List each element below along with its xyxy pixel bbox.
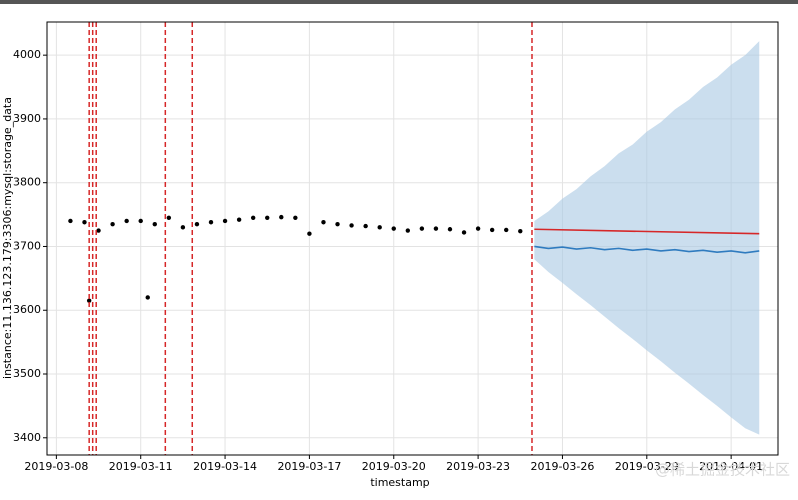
data-point bbox=[349, 223, 354, 228]
x-tick-label: 2019-03-23 bbox=[446, 460, 510, 473]
x-tick-label: 2019-03-29 bbox=[615, 460, 679, 473]
x-tick-label: 2019-03-26 bbox=[530, 460, 594, 473]
data-point bbox=[363, 223, 368, 229]
data-point bbox=[96, 228, 101, 233]
data-point bbox=[447, 227, 453, 232]
data-point bbox=[504, 227, 509, 233]
data-point bbox=[489, 227, 495, 233]
x-tick-label: 2019-03-17 bbox=[277, 460, 341, 473]
data-point bbox=[377, 225, 382, 230]
data-point bbox=[265, 215, 270, 220]
y-tick-label: 3600 bbox=[13, 303, 41, 316]
x-tick-label: 2019-03-20 bbox=[362, 460, 426, 473]
data-point bbox=[335, 221, 340, 227]
x-axis-label: timestamp bbox=[370, 476, 429, 489]
data-point bbox=[152, 221, 157, 227]
data-point bbox=[86, 298, 92, 303]
plot-frame bbox=[46, 21, 779, 456]
data-point bbox=[279, 214, 284, 220]
x-tick-label: 2019-03-08 bbox=[24, 460, 88, 473]
y-tick-label: 3700 bbox=[13, 239, 41, 252]
data-point bbox=[68, 218, 73, 224]
series-line bbox=[534, 228, 760, 235]
data-point bbox=[419, 226, 425, 231]
x-tick-label: 2019-04-01 bbox=[699, 460, 763, 473]
data-point bbox=[250, 215, 256, 220]
uncertainty-band bbox=[534, 41, 760, 435]
data-point bbox=[518, 228, 523, 234]
y-tick-label: 3500 bbox=[13, 367, 41, 380]
data-point bbox=[433, 226, 439, 231]
x-tick-label: 2019-03-11 bbox=[109, 460, 173, 473]
y-tick-label: 3900 bbox=[13, 112, 41, 125]
data-point bbox=[475, 226, 481, 231]
data-point bbox=[166, 215, 172, 220]
data-point bbox=[194, 221, 200, 227]
data-point bbox=[145, 295, 150, 300]
data-point bbox=[321, 220, 326, 225]
data-point bbox=[391, 226, 396, 231]
data-point bbox=[124, 218, 129, 224]
data-point bbox=[110, 221, 115, 227]
data-point bbox=[222, 218, 228, 224]
y-tick-label: 3800 bbox=[13, 176, 41, 189]
watermark: @稀土掘金技术社区 bbox=[655, 461, 790, 479]
y-tick-label: 3400 bbox=[13, 431, 41, 444]
data-point bbox=[82, 220, 87, 225]
top-bar bbox=[0, 0, 798, 4]
data-point bbox=[293, 215, 298, 220]
data-point bbox=[405, 228, 411, 233]
data-point bbox=[180, 225, 186, 230]
data-point bbox=[208, 220, 214, 225]
data-point bbox=[461, 230, 467, 235]
data-point bbox=[307, 231, 312, 236]
data-point bbox=[138, 218, 143, 224]
y-axis-label: instance:11.136.123.179:3306:mysql:stora… bbox=[1, 97, 14, 379]
data-point bbox=[236, 217, 242, 222]
y-tick-label: 4000 bbox=[13, 48, 41, 61]
series-line bbox=[534, 245, 760, 254]
x-tick-label: 2019-03-14 bbox=[193, 460, 257, 473]
